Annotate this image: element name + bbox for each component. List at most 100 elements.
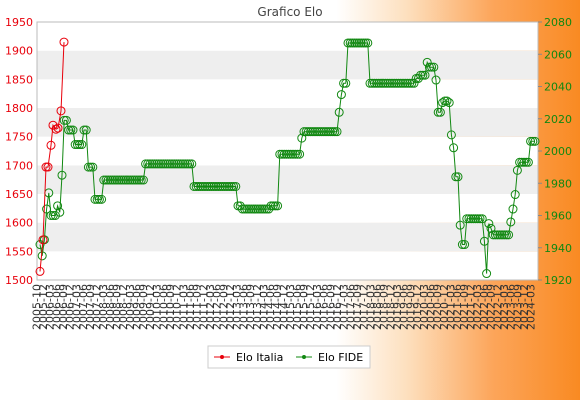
data-point-fide	[460, 240, 470, 250]
right-tick-label: 2060	[544, 48, 572, 61]
chart-title: Grafico Elo	[257, 5, 322, 19]
data-point-fide	[281, 149, 291, 159]
data-point-fide	[158, 159, 168, 169]
data-point-fide	[134, 175, 144, 185]
data-point-fide	[229, 181, 239, 191]
left-tick-label: 1550	[5, 245, 33, 258]
x-tick-label: 2020-06	[424, 284, 437, 330]
x-tick-label: 2022-06	[478, 284, 491, 330]
data-point-fide	[490, 230, 500, 240]
data-point-fide	[90, 194, 100, 204]
data-point-fide	[451, 172, 461, 182]
x-tick-label: 2008-12	[117, 284, 130, 330]
data-point-fide	[193, 181, 203, 191]
data-point-fide	[308, 127, 318, 137]
data-point-fide	[284, 149, 294, 159]
data-point-fide	[317, 127, 327, 137]
data-point-fide	[167, 159, 177, 169]
x-tick-label: 2010-09	[164, 284, 177, 330]
data-point-fide	[209, 181, 219, 191]
data-point-fide	[424, 62, 434, 72]
right-tick-label: 1920	[544, 274, 572, 287]
data-point-fide	[374, 78, 384, 88]
data-point-fide	[42, 204, 52, 214]
data-point-italia	[53, 123, 63, 133]
data-point-fide	[174, 159, 184, 169]
data-point-fide	[354, 38, 364, 48]
data-point-fide	[416, 70, 426, 80]
data-point-fide	[319, 127, 329, 137]
data-point-fide	[213, 181, 223, 191]
data-point-fide	[145, 159, 155, 169]
data-point-fide	[92, 194, 102, 204]
data-point-fide	[431, 75, 441, 85]
x-tick-label: 2007-12	[90, 284, 103, 330]
data-point-fide	[125, 175, 135, 185]
data-point-fide	[477, 214, 487, 224]
data-point-fide	[180, 159, 190, 169]
data-point-fide	[446, 130, 456, 140]
x-tick-label: 2018-06	[371, 284, 384, 330]
legend-label-fide: Elo FIDE	[318, 351, 363, 364]
data-point-fide	[178, 159, 188, 169]
data-point-fide	[466, 214, 476, 224]
x-tick-label: 2022-03	[471, 284, 484, 330]
data-point-fide	[515, 157, 525, 167]
grid-bands	[36, 21, 539, 281]
data-point-fide	[334, 107, 344, 117]
data-point-fide	[83, 162, 93, 172]
data-point-fide	[295, 149, 305, 159]
right-axis: 1920 1940 1960 1980 2000 2020 2040 2060 2080	[538, 16, 572, 287]
x-tick-label: 2017-12	[358, 284, 371, 330]
data-point-fide	[165, 159, 175, 169]
x-tick-label: 2023-09	[511, 284, 524, 330]
grid-band	[37, 222, 538, 252]
data-point-fide	[273, 201, 283, 211]
data-point-fide	[336, 90, 346, 100]
data-point-fide	[266, 201, 276, 211]
data-point-fide	[321, 127, 331, 137]
data-point-fide	[279, 149, 289, 159]
data-point-fide	[116, 175, 126, 185]
x-tick-label: 2009-12	[144, 284, 157, 330]
data-point-fide	[506, 217, 516, 227]
data-point-fide	[523, 157, 533, 167]
data-point-fide	[147, 159, 157, 169]
data-point-fide	[251, 204, 261, 214]
grid-band	[37, 136, 538, 166]
data-point-fide	[372, 78, 382, 88]
x-tick-label: 2009-09	[137, 284, 150, 330]
data-point-fide	[132, 175, 142, 185]
data-point-fide	[55, 207, 65, 217]
data-point-fide	[312, 127, 322, 137]
x-tick-label: 2010-12	[171, 284, 184, 330]
x-tick-label: 2013-06	[237, 284, 250, 330]
data-point-fide	[383, 78, 393, 88]
data-point-italia	[35, 266, 45, 276]
data-point-fide	[453, 172, 463, 182]
data-point-fide	[156, 159, 166, 169]
data-point-fide	[297, 133, 307, 143]
data-point-fide	[70, 140, 80, 150]
data-point-fide	[141, 159, 151, 169]
data-point-fide	[457, 240, 467, 250]
data-point-fide	[398, 78, 408, 88]
data-point-fide	[112, 175, 122, 185]
data-point-fide	[433, 107, 443, 117]
data-point-fide	[94, 194, 104, 204]
x-tick-label: 2016-09	[324, 284, 337, 330]
data-point-fide	[136, 175, 146, 185]
x-tick-label: 2013-12	[251, 284, 264, 330]
data-point-fide	[88, 162, 98, 172]
data-point-fide	[380, 78, 390, 88]
x-tick-label: 2011-06	[184, 284, 197, 330]
data-point-fide	[455, 220, 465, 230]
data-point-fide	[114, 175, 124, 185]
grid-band	[37, 194, 538, 223]
data-point-fide	[405, 78, 415, 88]
data-point-fide	[130, 175, 140, 185]
x-tick-label: 2017-03	[338, 284, 351, 330]
data-point-fide	[79, 125, 89, 135]
data-point-italia	[46, 140, 56, 150]
